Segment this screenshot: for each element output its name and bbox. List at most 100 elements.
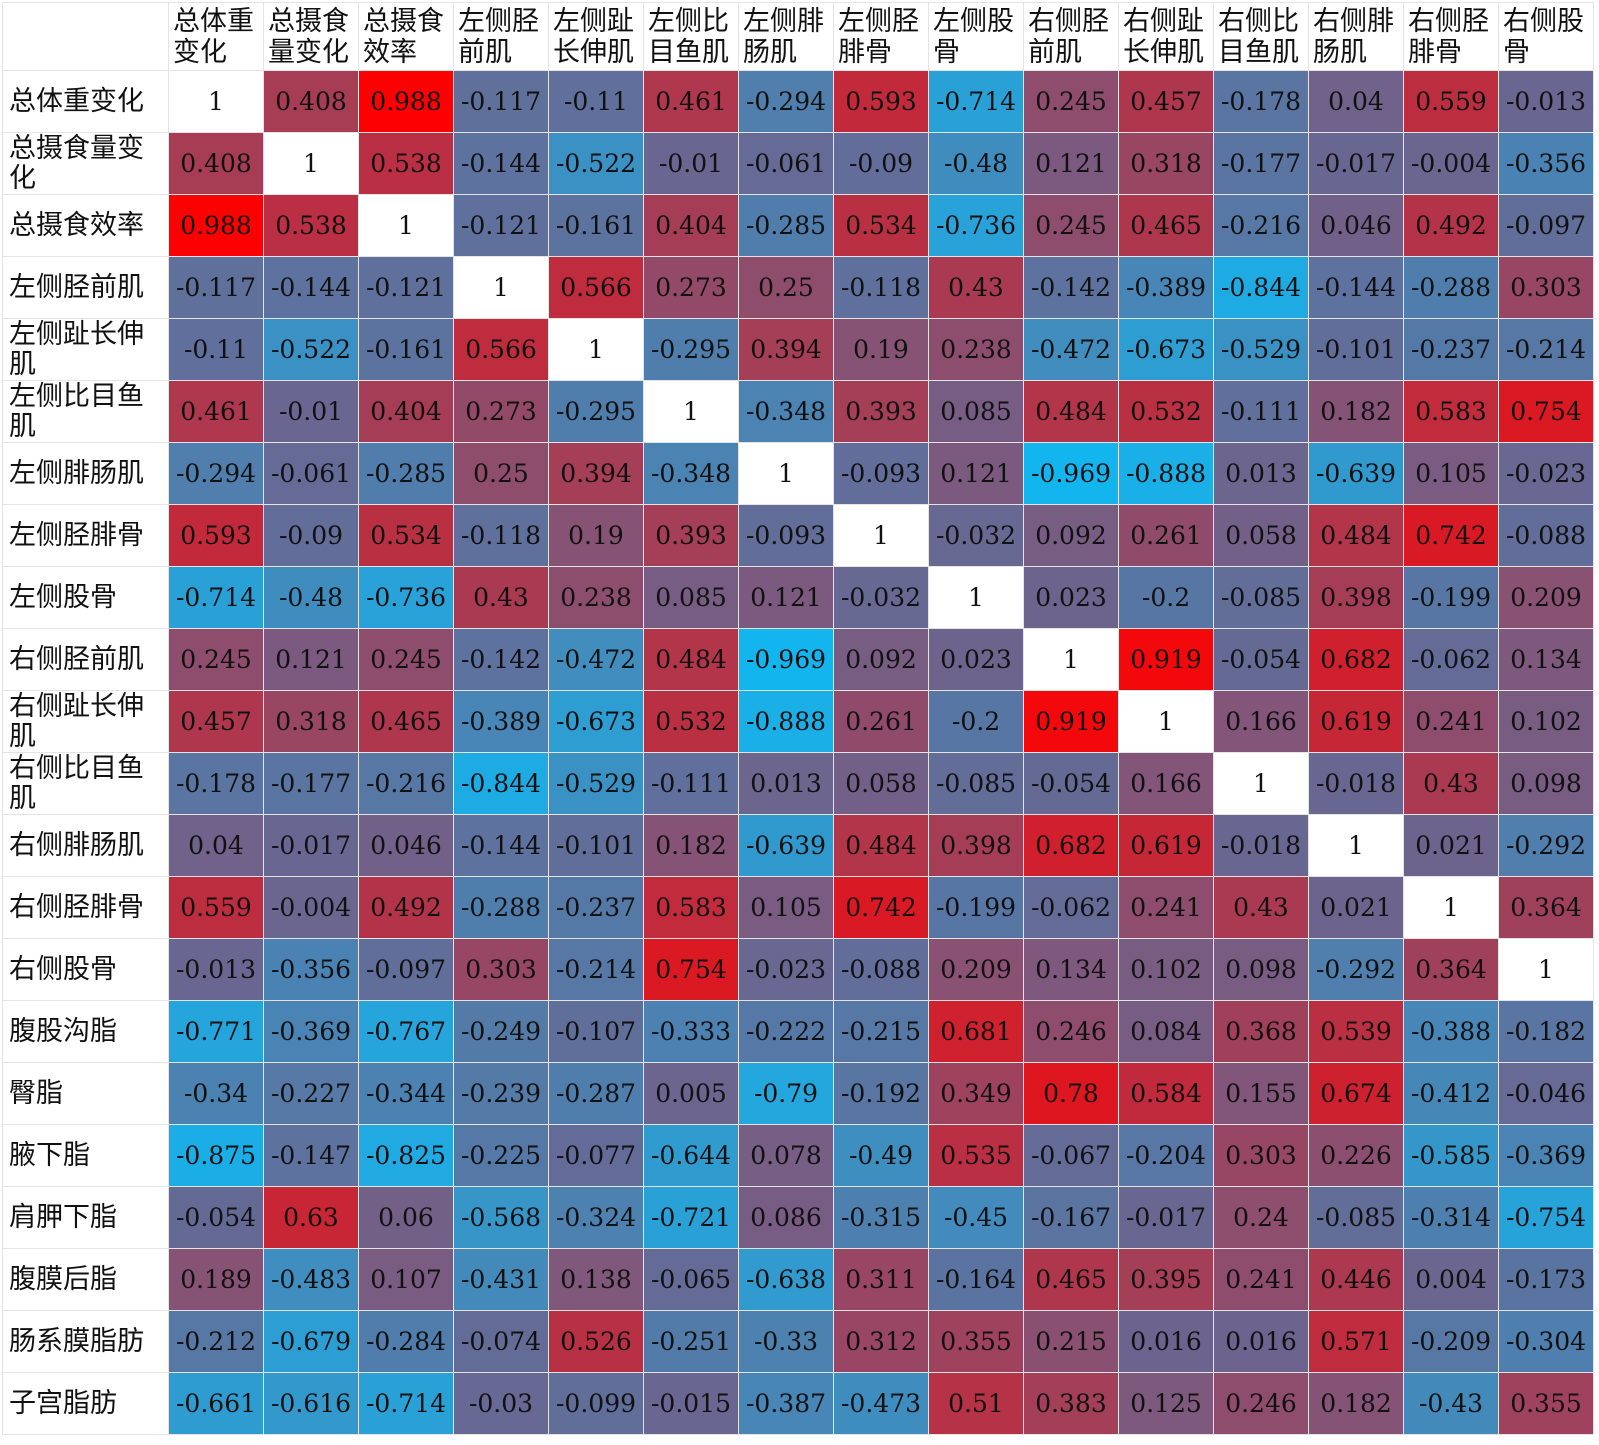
heatmap-cell: -0.212 [168,1310,264,1373]
heatmap-cell: -0.101 [548,814,644,877]
heatmap-cell: -0.356 [1498,132,1594,195]
heatmap-cell: 0.245 [358,628,454,691]
heatmap-cell: 0.393 [643,504,739,567]
heatmap-cell: 0.121 [738,566,834,629]
heatmap-cell: -0.215 [833,1000,929,1063]
heatmap-cell: 0.155 [1213,1062,1309,1125]
heatmap-cell: -0.48 [263,566,359,629]
heatmap-cell: 0.492 [358,876,454,939]
heatmap-row: 右侧股骨 -0.013 -0.356 -0.097 0.303 -0.214 0.754 -0… [2,938,1594,1001]
heatmap-cell: 0.085 [928,380,1024,443]
heatmap-cell: 0.465 [1118,194,1214,257]
row-header: 左侧腓肠肌 [2,442,169,505]
heatmap-cell: 0.43 [928,256,1024,319]
heatmap-cell: 0.023 [928,628,1024,691]
heatmap-row: 臀脂 -0.34 -0.227 -0.344 -0.239 -0.287 0.005 -0.7… [2,1062,1594,1125]
heatmap-row: 左侧腓肠肌 -0.294 -0.061 -0.285 0.25 0.394 -0.348 1-… [2,442,1594,505]
heatmap-cell: 0.215 [1023,1310,1119,1373]
heatmap-cell: 0.182 [1308,1372,1404,1435]
heatmap-cell: 0.919 [1118,628,1214,691]
row-header: 肠系膜脂肪 [2,1310,169,1373]
heatmap-cell: 0.465 [358,690,454,753]
heatmap-cell: -0.673 [548,690,644,753]
heatmap-cell: -0.529 [548,752,644,815]
heatmap-cell: 0.457 [168,690,264,753]
heatmap-cell: 0.19 [833,318,929,381]
heatmap-cell: 0.311 [833,1248,929,1311]
heatmap-cell: 0.492 [1403,194,1499,257]
heatmap-cell: -0.101 [1308,318,1404,381]
heatmap-cell: -0.03 [453,1372,549,1435]
heatmap-cell: -0.969 [738,628,834,691]
heatmap-cell: 1 [738,442,834,505]
heatmap-cell: -0.412 [1403,1062,1499,1125]
heatmap-cell: 0.303 [1213,1124,1309,1187]
heatmap-row: 右侧胫腓骨 0.559 -0.004 0.492 -0.288 -0.237 0.583 0.… [2,876,1594,939]
heatmap-cell: -0.431 [453,1248,549,1311]
heatmap-cell: 0.364 [1498,876,1594,939]
heatmap-row: 右侧趾长伸肌 0.457 0.318 0.465 -0.389 -0.673 0.532 -0… [2,690,1594,753]
heatmap-cell: -0.288 [1403,256,1499,319]
heatmap-cell: 0.023 [1023,566,1119,629]
heatmap-cell: 0.465 [1023,1248,1119,1311]
heatmap-row: 左侧比目鱼肌 0.461 -0.01 0.404 0.273 -0.295 1 -0.348 0… [2,380,1594,443]
column-header: 左侧趾长伸肌 [548,2,644,71]
heatmap-cell: 0.06 [358,1186,454,1249]
row-header: 子宫脂肪 [2,1372,169,1435]
heatmap-cell: 0.209 [1498,566,1594,629]
heatmap-cell: 0.238 [928,318,1024,381]
heatmap-cell: 0.125 [1118,1372,1214,1435]
heatmap-cell: 0.619 [1118,814,1214,877]
heatmap-cell: -0.333 [643,1000,739,1063]
heatmap-cell: 0.058 [1213,504,1309,567]
heatmap-cell: -0.969 [1023,442,1119,505]
heatmap-cell: 0.013 [738,752,834,815]
heatmap-cell: 0.754 [1498,380,1594,443]
heatmap-cell: -0.287 [548,1062,644,1125]
heatmap-cell: -0.661 [168,1372,264,1435]
heatmap-cell: -0.529 [1213,318,1309,381]
heatmap-row: 左侧胫腓骨 0.593 -0.09 0.534 -0.118 0.19 0.393 -0.09… [2,504,1594,567]
heatmap-cell: -0.721 [643,1186,739,1249]
heatmap-cell: -0.023 [738,938,834,1001]
heatmap-cell: 0.674 [1308,1062,1404,1125]
heatmap-cell: 0.484 [833,814,929,877]
heatmap-cell: 0.398 [1308,566,1404,629]
heatmap-cell: 0.138 [548,1248,644,1311]
heatmap-row: 左侧股骨 -0.714 -0.48 -0.736 0.43 0.238 0.085 0.121… [2,566,1594,629]
heatmap-cell: -0.356 [263,938,359,1001]
heatmap-cell: 0.398 [928,814,1024,877]
heatmap-cell: 0.535 [928,1124,1024,1187]
heatmap-cell: -0.844 [453,752,549,815]
row-header: 腹股沟脂 [2,1000,169,1063]
row-header: 腋下脂 [2,1124,169,1187]
heatmap-cell: 0.098 [1213,938,1309,1001]
heatmap-row: 子宫脂肪 -0.661 -0.616 -0.714 -0.03 -0.099 -0.015-… [2,1372,1594,1435]
heatmap-cell: -0.239 [453,1062,549,1125]
heatmap-cell: 0.021 [1403,814,1499,877]
heatmap-cell: -0.097 [358,938,454,1001]
heatmap-cell: -0.369 [263,1000,359,1063]
heatmap-cell: 0.105 [738,876,834,939]
heatmap-cell: -0.616 [263,1372,359,1435]
row-header: 总摄食效率 [2,194,169,257]
heatmap-cell: -0.017 [1118,1186,1214,1249]
column-header: 总摄食效率 [358,2,454,71]
column-header: 右侧趾长伸肌 [1118,2,1214,71]
heatmap-cell: 0.226 [1308,1124,1404,1187]
heatmap-cell: -0.237 [1403,318,1499,381]
heatmap-cell: -0.204 [1118,1124,1214,1187]
heatmap-cell: -0.065 [643,1248,739,1311]
heatmap-cell: -0.888 [738,690,834,753]
heatmap-cell: 0.988 [168,194,264,257]
heatmap-cell: 0.461 [168,380,264,443]
row-header: 臀脂 [2,1062,169,1125]
heatmap-cell: -0.771 [168,1000,264,1063]
heatmap-cell: 0.583 [1403,380,1499,443]
heatmap-cell: 0.457 [1118,70,1214,133]
heatmap-cell: -0.177 [1213,132,1309,195]
heatmap-cell: 0.092 [1023,504,1119,567]
column-header: 左侧胫前肌 [453,2,549,71]
heatmap-cell: 0.383 [1023,1372,1119,1435]
heatmap-cell: -0.483 [263,1248,359,1311]
